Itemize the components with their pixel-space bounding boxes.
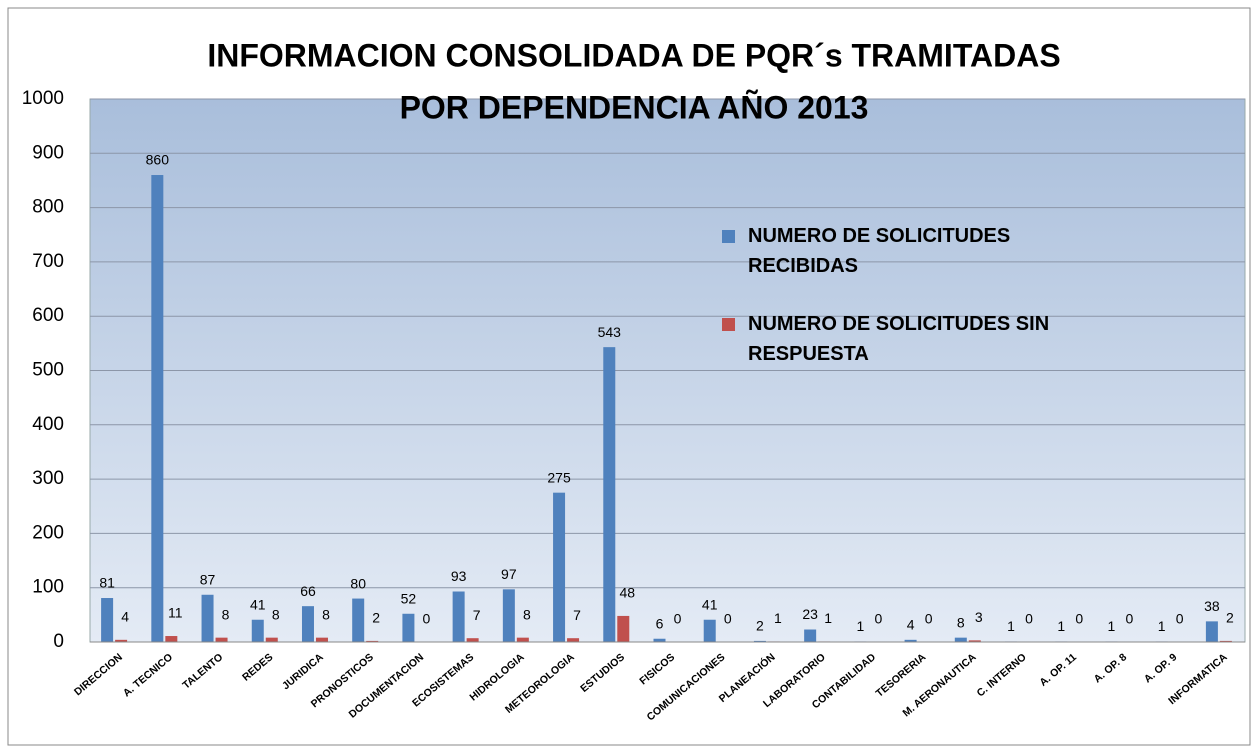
bar bbox=[617, 615, 630, 642]
value-label: 0 bbox=[874, 611, 882, 627]
value-label: 543 bbox=[598, 324, 622, 340]
y-tick-label: 100 bbox=[32, 577, 64, 598]
value-label: 0 bbox=[423, 611, 431, 627]
value-label: 4 bbox=[121, 609, 129, 625]
value-label: 23 bbox=[802, 606, 818, 622]
value-label: 87 bbox=[200, 571, 216, 587]
value-label: 860 bbox=[146, 152, 170, 168]
value-label: 0 bbox=[724, 611, 732, 627]
value-label: 0 bbox=[925, 611, 933, 627]
value-label: 8 bbox=[272, 606, 280, 622]
value-label: 6 bbox=[656, 615, 664, 631]
bar bbox=[201, 594, 214, 642]
y-tick-label: 600 bbox=[32, 305, 64, 326]
y-tick-label: 0 bbox=[53, 631, 64, 652]
value-label: 275 bbox=[547, 469, 571, 485]
value-label: 81 bbox=[99, 575, 115, 591]
value-label: 0 bbox=[1126, 611, 1134, 627]
value-label: 41 bbox=[250, 596, 266, 612]
value-label: 8 bbox=[222, 606, 230, 622]
value-label: 41 bbox=[702, 596, 718, 612]
bar bbox=[101, 598, 114, 642]
value-label: 2 bbox=[756, 618, 764, 634]
bar bbox=[1205, 621, 1218, 642]
value-label: 11 bbox=[168, 605, 183, 621]
legend-item: NUMERO DE SOLICITUDES RECIBIDAS bbox=[722, 221, 1082, 281]
bar bbox=[954, 637, 967, 642]
value-label: 2 bbox=[1226, 610, 1234, 626]
bar bbox=[516, 637, 529, 642]
value-label: 0 bbox=[1176, 611, 1184, 627]
legend-label: NUMERO DE SOLICITUDES SIN RESPUESTA bbox=[748, 313, 1050, 365]
value-label: 1 bbox=[824, 610, 832, 626]
chart-title: INFORMACION CONSOLIDADA DE PQR´s TRAMITA… bbox=[207, 37, 1060, 73]
value-label: 1 bbox=[1108, 618, 1116, 634]
bar bbox=[567, 638, 580, 642]
bar bbox=[215, 637, 228, 642]
bar bbox=[1219, 640, 1232, 642]
value-label: 38 bbox=[1204, 598, 1220, 614]
value-label: 52 bbox=[401, 590, 417, 606]
value-label: 2 bbox=[372, 610, 380, 626]
y-tick-label: 500 bbox=[32, 360, 64, 381]
bar bbox=[553, 492, 566, 642]
bar bbox=[703, 619, 716, 642]
value-label: 1 bbox=[856, 618, 864, 634]
bar bbox=[653, 638, 666, 642]
bar bbox=[115, 639, 128, 642]
bar bbox=[753, 640, 766, 642]
bar bbox=[904, 639, 917, 642]
bar bbox=[466, 638, 479, 642]
bar bbox=[804, 629, 817, 642]
value-label: 8 bbox=[322, 606, 330, 622]
bar bbox=[301, 606, 314, 642]
value-label: 8 bbox=[523, 606, 531, 622]
bar bbox=[151, 175, 164, 642]
legend-swatch bbox=[722, 318, 735, 331]
value-label: 66 bbox=[300, 583, 316, 599]
value-label: 80 bbox=[350, 575, 366, 591]
value-label: 7 bbox=[473, 607, 481, 623]
y-tick-label: 400 bbox=[32, 414, 64, 435]
value-label: 7 bbox=[573, 607, 581, 623]
bar bbox=[251, 619, 264, 642]
value-label: 1 bbox=[774, 610, 782, 626]
bar bbox=[315, 637, 328, 642]
value-label: 0 bbox=[1075, 611, 1083, 627]
value-label: 3 bbox=[975, 609, 983, 625]
value-label: 1 bbox=[1007, 618, 1015, 634]
bar bbox=[452, 591, 465, 642]
value-label: 97 bbox=[501, 566, 517, 582]
legend-label: NUMERO DE SOLICITUDES RECIBIDAS bbox=[748, 225, 1011, 277]
y-tick-label: 800 bbox=[32, 197, 64, 218]
bar bbox=[366, 640, 379, 642]
bar bbox=[968, 640, 981, 642]
value-label: 8 bbox=[957, 614, 965, 630]
y-tick-label: 200 bbox=[32, 522, 64, 543]
y-tick-label: 1000 bbox=[22, 88, 64, 109]
bar bbox=[265, 637, 278, 642]
legend-item: NUMERO DE SOLICITUDES SIN RESPUESTA bbox=[722, 309, 1082, 369]
bar bbox=[352, 598, 365, 642]
value-label: 0 bbox=[1025, 611, 1033, 627]
y-tick-label: 300 bbox=[32, 468, 64, 489]
legend-swatch bbox=[722, 230, 735, 243]
value-label: 4 bbox=[907, 617, 915, 633]
y-tick-label: 700 bbox=[32, 251, 64, 272]
value-label: 1 bbox=[1158, 618, 1166, 634]
value-label: 93 bbox=[451, 568, 467, 584]
y-tick-label: 900 bbox=[32, 142, 64, 163]
bar bbox=[603, 347, 616, 642]
bar bbox=[402, 613, 415, 642]
value-label: 0 bbox=[674, 611, 682, 627]
chart-title: POR DEPENDENCIA AÑO 2013 bbox=[400, 89, 869, 125]
value-label: 48 bbox=[619, 585, 635, 601]
value-label: 1 bbox=[1057, 618, 1065, 634]
bar bbox=[165, 636, 178, 642]
bar bbox=[502, 589, 515, 642]
